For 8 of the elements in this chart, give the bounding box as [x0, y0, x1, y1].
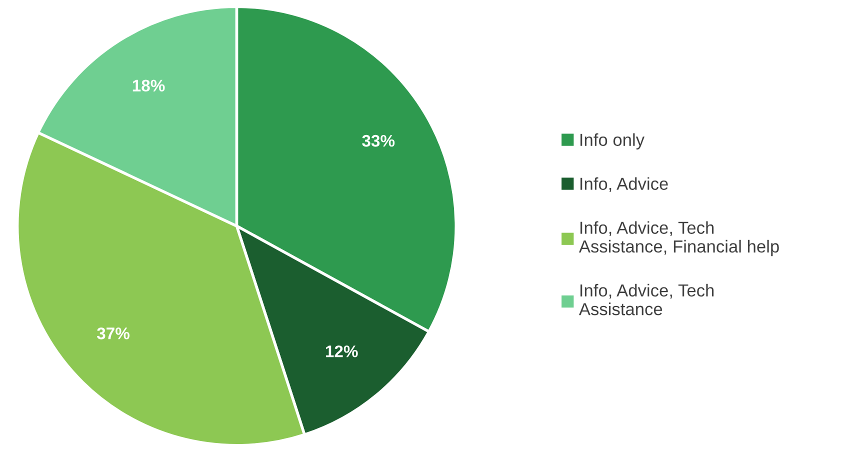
data-label: 33%: [362, 134, 395, 147]
data-label: 37%: [96, 328, 130, 340]
legend-label: Info, Advice, Tech Assistance: [578, 284, 714, 316]
legend-label: Info only: [580, 133, 645, 150]
legend-label: Info, Advice, Tech Assistance, Financial help: [578, 221, 779, 256]
data-label: 18%: [132, 80, 165, 92]
data-label: 12%: [326, 345, 358, 358]
legend-label: Info, Advice: [580, 177, 668, 192]
